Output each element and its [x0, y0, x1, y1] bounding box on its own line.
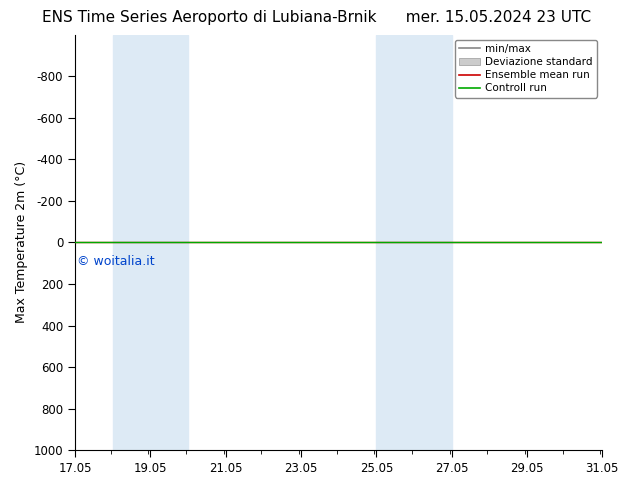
Bar — [113, 35, 188, 450]
Text: ENS Time Series Aeroporto di Lubiana-Brnik      mer. 15.05.2024 23 UTC: ENS Time Series Aeroporto di Lubiana-Brn… — [42, 10, 592, 25]
Legend: min/max, Deviazione standard, Ensemble mean run, Controll run: min/max, Deviazione standard, Ensemble m… — [455, 40, 597, 98]
Bar — [377, 35, 451, 450]
Text: © woitalia.it: © woitalia.it — [77, 255, 155, 268]
Y-axis label: Max Temperature 2m (°C): Max Temperature 2m (°C) — [15, 161, 28, 323]
